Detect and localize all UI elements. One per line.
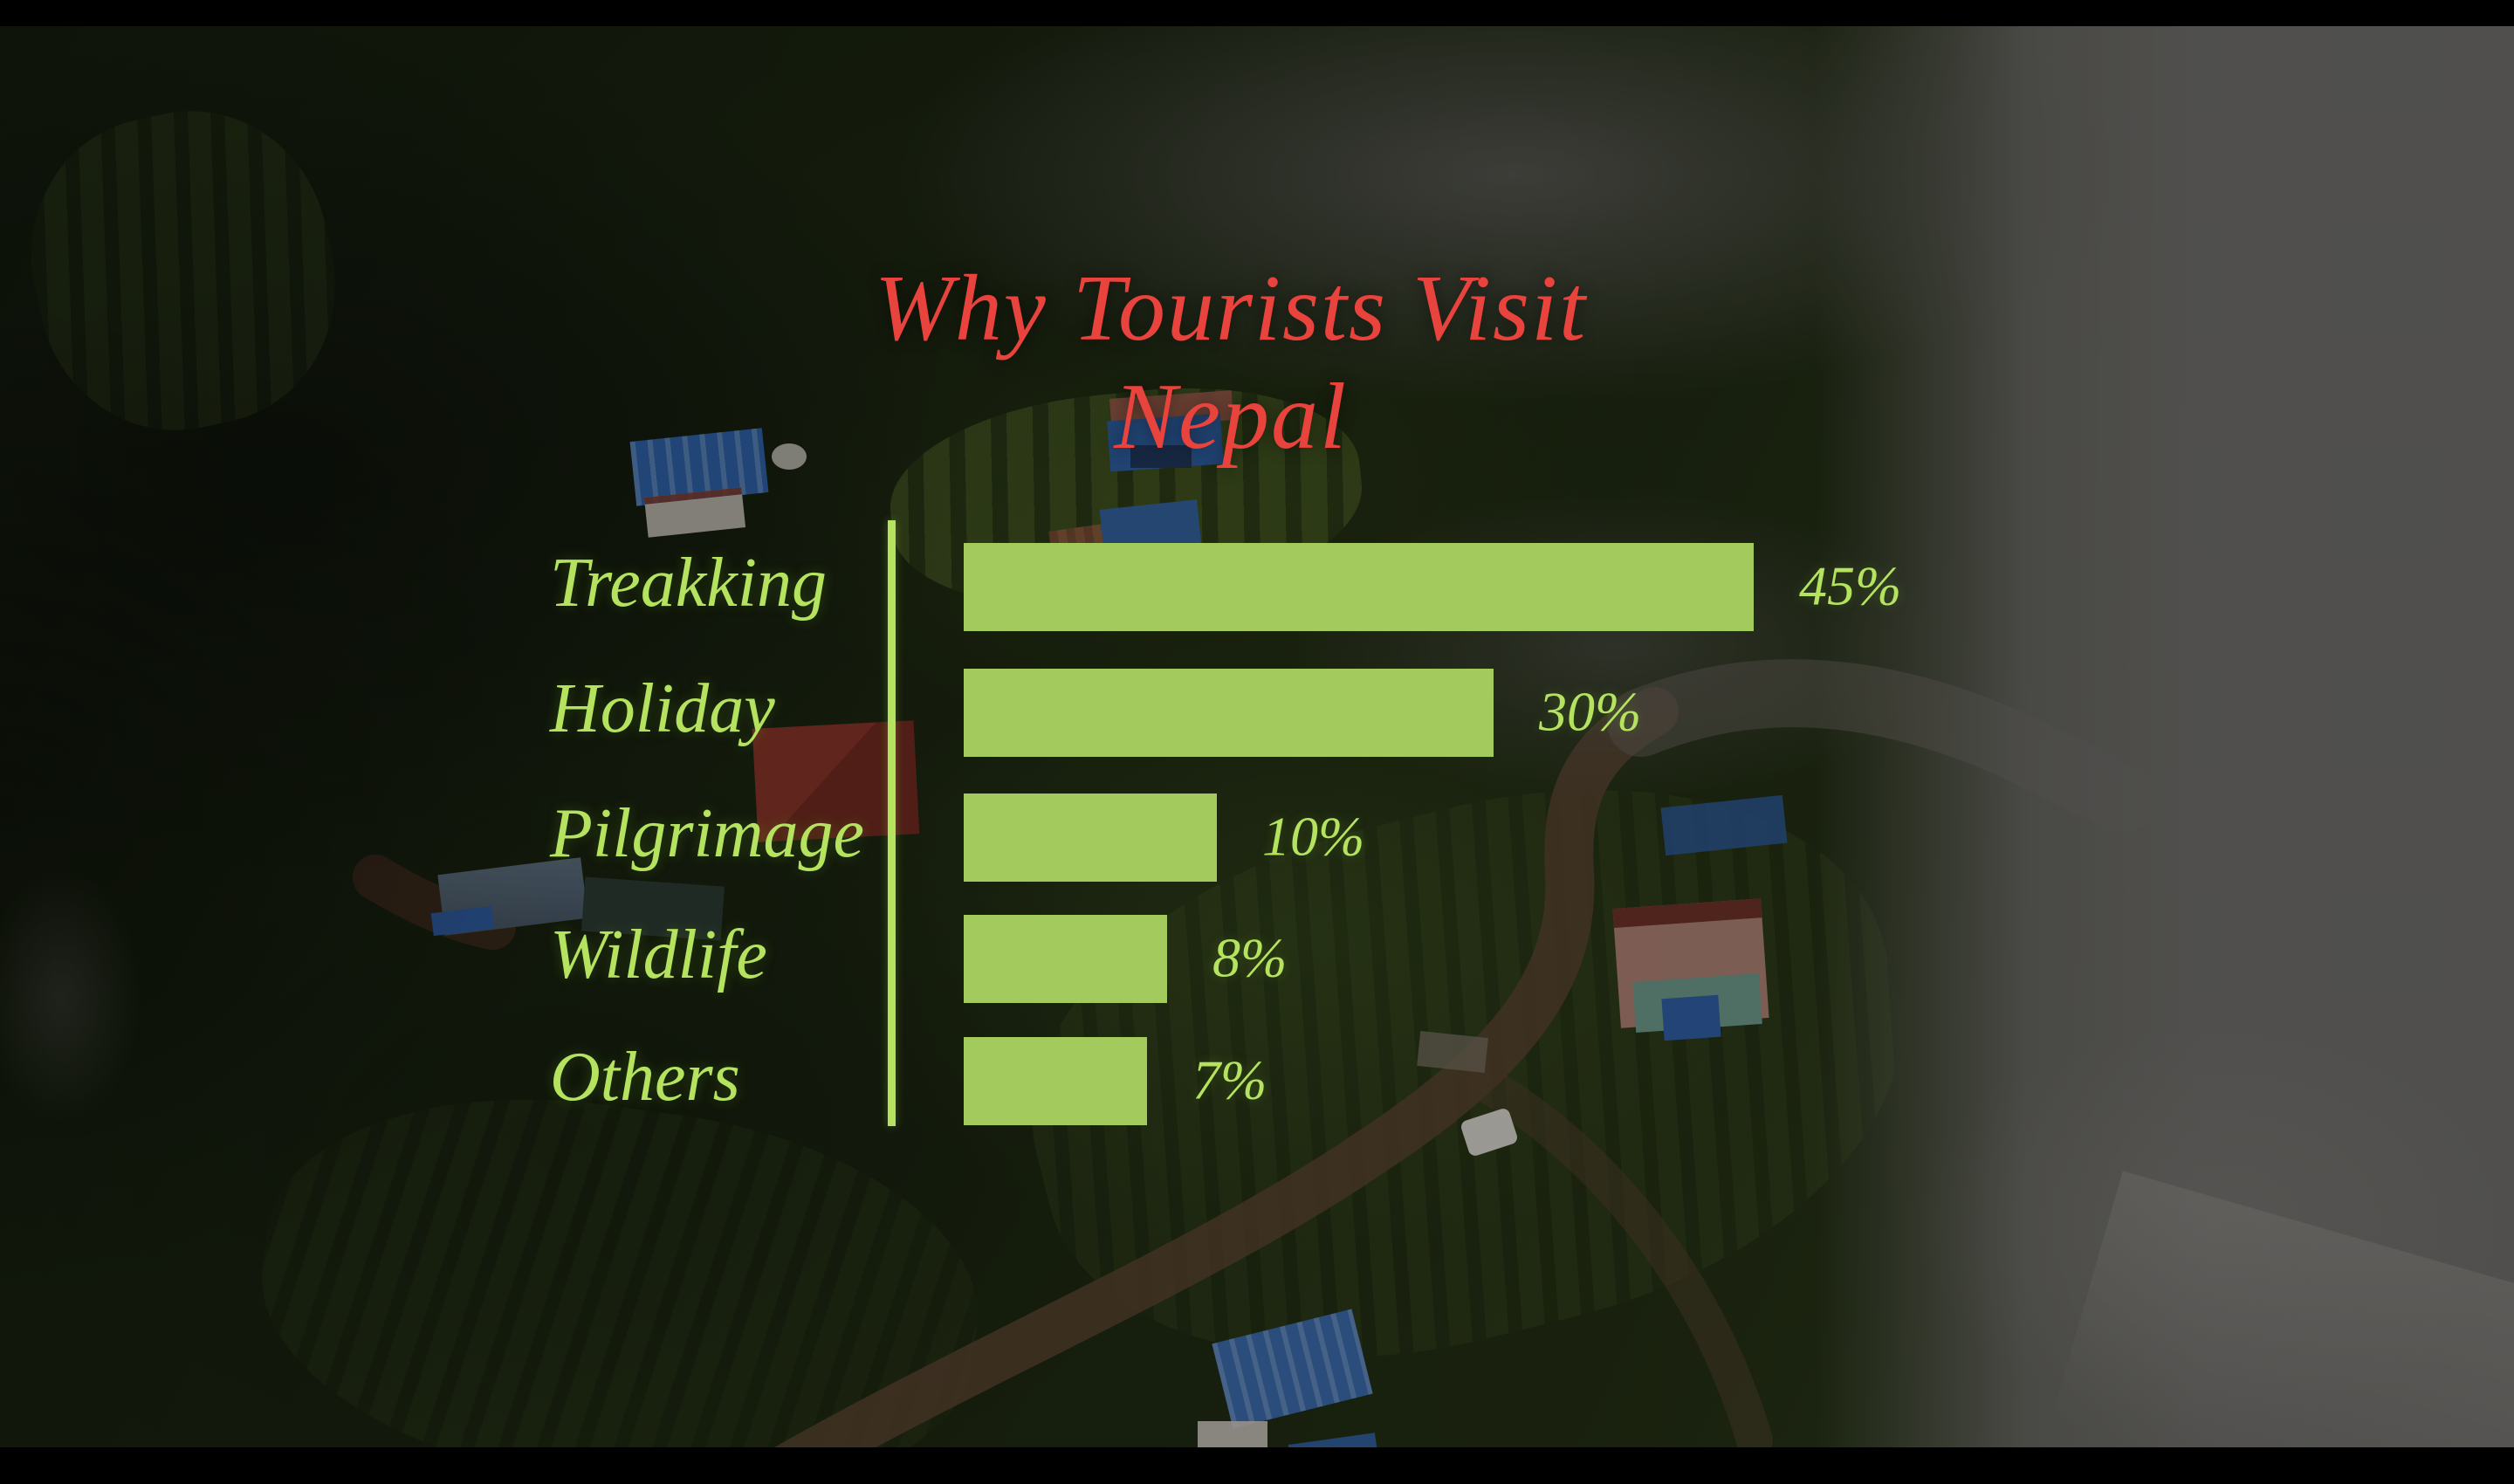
value-label: 30%: [1539, 680, 1642, 743]
letterbox-bottom: [0, 1447, 2514, 1484]
white-wall-bottom: [1198, 1421, 1267, 1447]
chart-row-treakking: Treakking 45%: [0, 543, 2514, 631]
value-label: 10%: [1262, 805, 1365, 868]
chart-row-holiday: Holiday 30%: [0, 669, 2514, 757]
chart-title: Why Tourists Visit Nepal: [874, 257, 1588, 469]
value-label: 7%: [1192, 1048, 1267, 1111]
chart-row-others: Others 7%: [0, 1037, 2514, 1125]
value-label: 8%: [1212, 926, 1288, 989]
letterbox-top: [0, 0, 2514, 26]
bar-treakking: [964, 543, 1754, 631]
category-label: Holiday: [550, 670, 775, 747]
category-label: Others: [550, 1038, 740, 1116]
chart-row-wildlife: Wildlife 8%: [0, 915, 2514, 1003]
bar-wildlife: [964, 915, 1167, 1003]
bar-holiday: [964, 669, 1494, 757]
category-label: Pilgrimage: [550, 794, 864, 872]
axis-line: [888, 520, 896, 1126]
category-label: Treakking: [550, 544, 827, 622]
bar-others: [964, 1037, 1147, 1125]
value-label: 45%: [1799, 554, 1902, 617]
bar-pilgrimage: [964, 794, 1217, 882]
chart-row-pilgrimage: Pilgrimage 10%: [0, 794, 2514, 882]
category-label: Wildlife: [550, 916, 767, 993]
